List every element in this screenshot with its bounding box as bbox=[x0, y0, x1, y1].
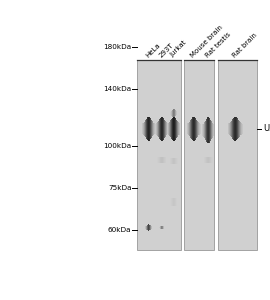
Text: 60kDa: 60kDa bbox=[108, 227, 131, 233]
Text: USP11: USP11 bbox=[263, 124, 270, 133]
Text: Rat brain: Rat brain bbox=[231, 32, 258, 58]
Text: 140kDa: 140kDa bbox=[103, 86, 131, 92]
Text: 293T: 293T bbox=[158, 42, 174, 58]
Bar bbox=[137, 60, 181, 250]
Text: 100kDa: 100kDa bbox=[103, 143, 131, 149]
Text: HeLa: HeLa bbox=[144, 42, 161, 58]
Text: Mouse brain: Mouse brain bbox=[190, 24, 224, 58]
Text: 180kDa: 180kDa bbox=[103, 44, 131, 50]
Text: Jurkat: Jurkat bbox=[170, 40, 188, 58]
Bar bbox=[218, 60, 257, 250]
Text: 75kDa: 75kDa bbox=[108, 185, 131, 191]
Text: Rat testis: Rat testis bbox=[204, 31, 231, 58]
Bar bbox=[184, 60, 214, 250]
